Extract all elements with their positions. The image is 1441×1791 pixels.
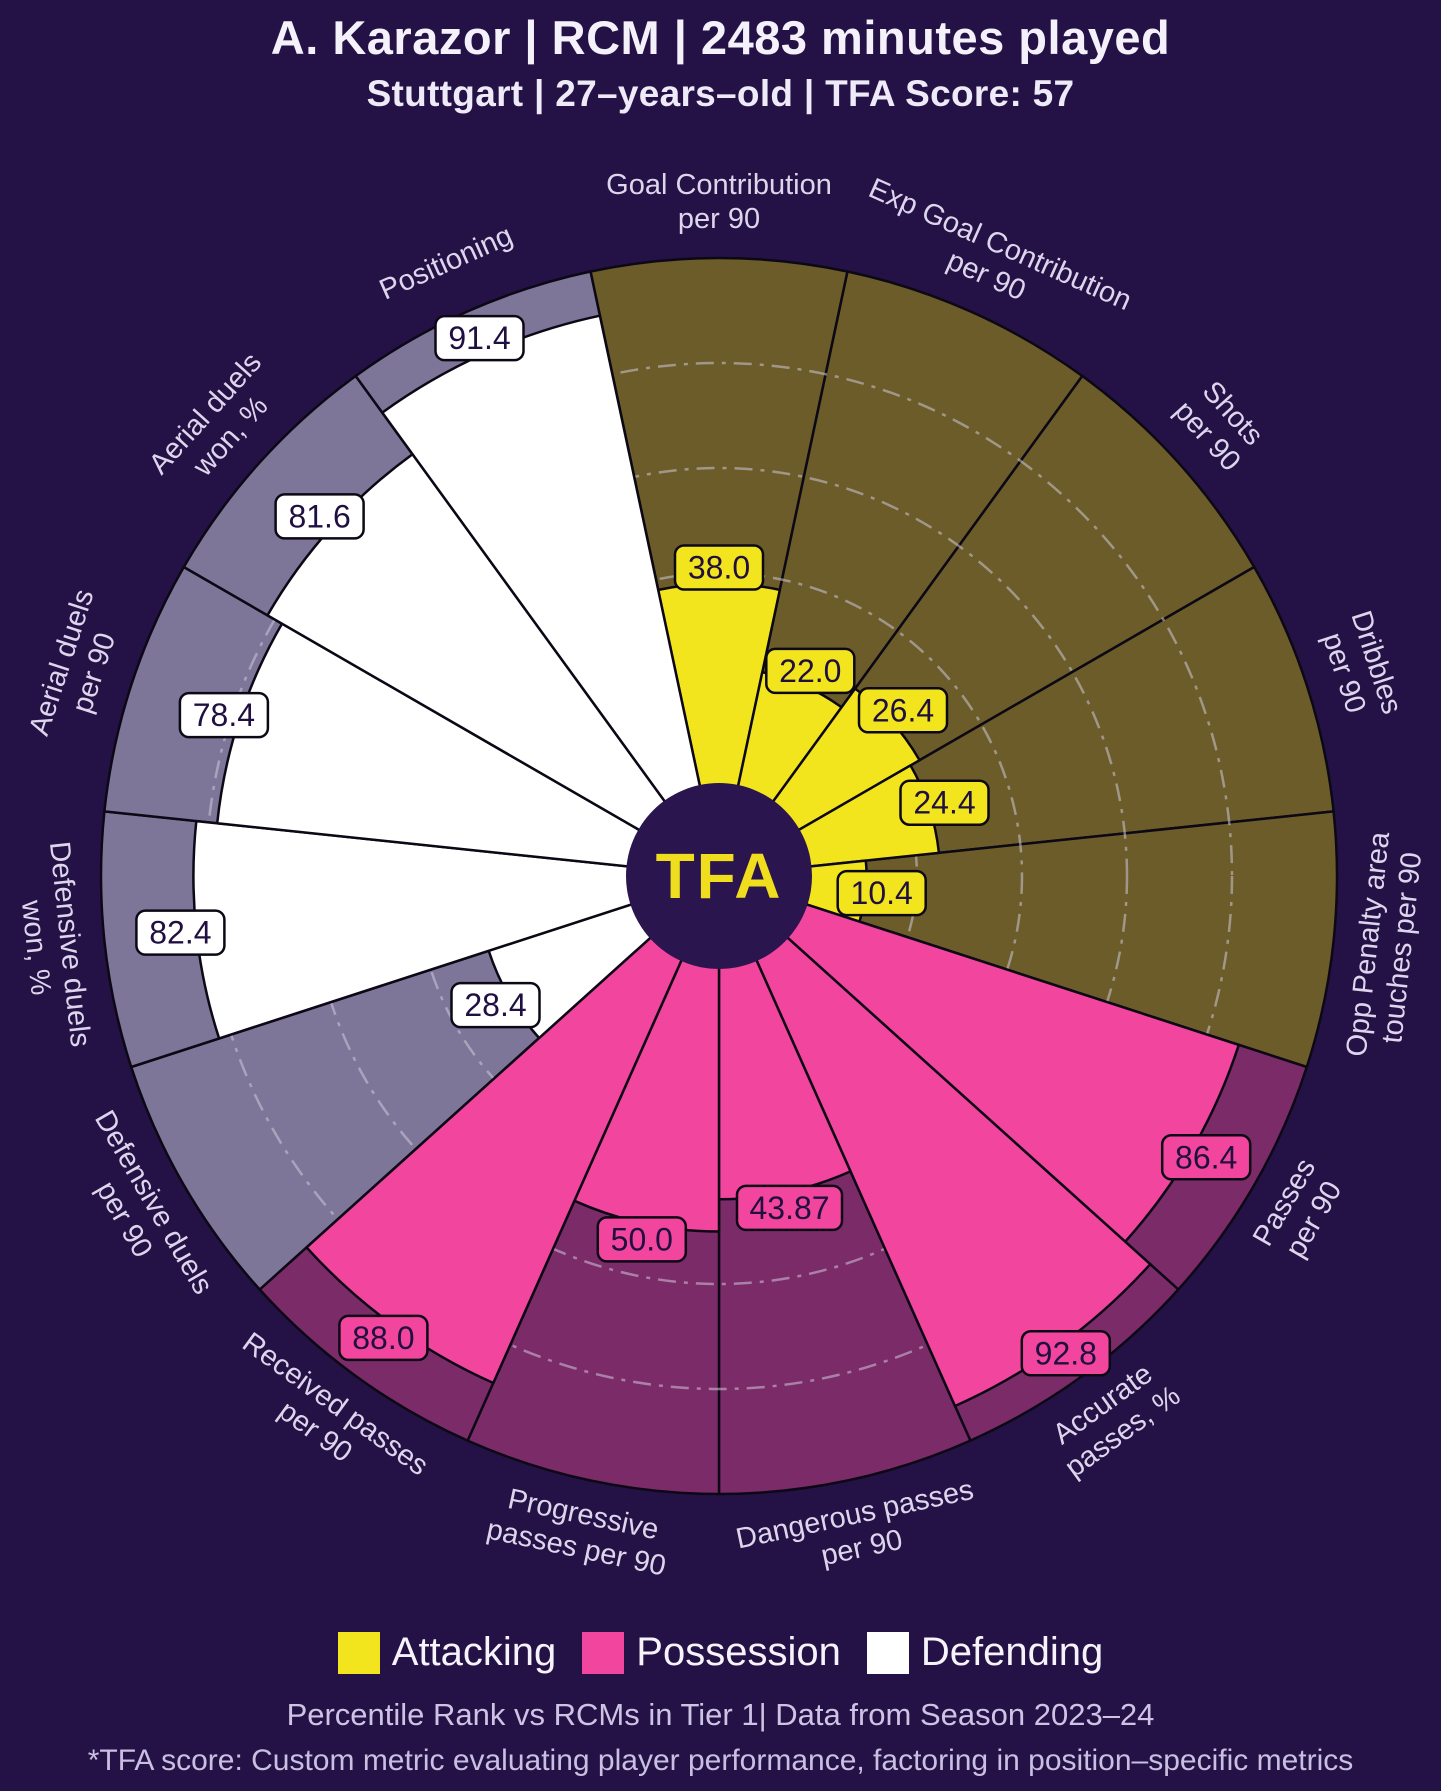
chart-caption: Percentile Rank vs RCMs in Tier 1| Data … (286, 1697, 1155, 1732)
value-badge-aerial-duels-per-90: 78.4 (178, 691, 270, 739)
axis-label-shots-per-90: Shotsper 90 (1168, 372, 1272, 477)
value-badge-text: 24.4 (913, 785, 975, 821)
value-badge-box (673, 544, 765, 591)
value-badge-box (836, 869, 927, 917)
value-badge-passes-per-90: 86.4 (1160, 1134, 1252, 1181)
value-badge-box (596, 1216, 688, 1263)
axis-label-text: Dribblesper 90 (1312, 607, 1408, 729)
possession-swatch-icon (582, 1631, 625, 1674)
axis-label-text: Positioning (375, 220, 518, 307)
page-subtitle: Stuttgart | 27–years–old | TFA Score: 57 (366, 73, 1075, 114)
center-circle (626, 783, 812, 969)
value-badge-exp-goal-contribution-per-90: 22.0 (765, 647, 856, 695)
value-badge-text: 10.4 (851, 875, 913, 911)
value-badge-defensive-duels-per-90: 28.4 (450, 981, 541, 1029)
value-badge-progressive-passes-per-90: 50.0 (596, 1216, 688, 1263)
value-badge-text: 43.87 (749, 1190, 829, 1226)
value-badge-defensive-duels-won: 82.4 (135, 909, 226, 956)
value-badge-text: 86.4 (1175, 1139, 1237, 1175)
value-badge-received-passes-per-90: 88.0 (338, 1314, 429, 1362)
value-badge-text: 78.4 (193, 697, 255, 733)
value-badge-box (1020, 1330, 1112, 1377)
tfa-score-note: *TFA score: Custom metric evaluating pla… (87, 1744, 1354, 1777)
value-badge-box (434, 314, 525, 362)
value-badge-opp-penalty-area-touches-per-90: 10.4 (836, 869, 927, 917)
value-badge-box (135, 909, 226, 956)
legend-item-attacking: Attacking (337, 1630, 557, 1675)
value-badge-positioning: 91.4 (434, 314, 525, 362)
value-badge-goal-contribution-per-90: 38.0 (673, 544, 765, 591)
legend-label-attacking: Attacking (391, 1630, 557, 1674)
value-badge-box (274, 493, 365, 540)
page-title: A. Karazor | RCM | 2483 minutes played (270, 11, 1171, 64)
value-badge-box (1160, 1134, 1252, 1181)
legend-label-defending: Defending (920, 1630, 1104, 1674)
value-badge-text: 91.4 (448, 320, 510, 356)
value-badge-text: 28.4 (464, 987, 526, 1023)
value-badge-box (178, 691, 270, 739)
legend-label-possession: Possession (636, 1630, 841, 1674)
value-badge-text: 81.6 (288, 498, 350, 534)
legend-item-defending: Defending (866, 1630, 1104, 1675)
value-badge-text: 50.0 (611, 1221, 673, 1257)
value-badge-box (735, 1184, 844, 1232)
legend-item-possession: Possession (582, 1630, 841, 1675)
value-badge-box (765, 647, 856, 695)
axis-label-text: Aerial duelsper 90 (23, 585, 133, 750)
axis-label-goal-contribution-per-90: Goal Contribution per 90 (606, 169, 832, 235)
axis-label-progressive-passes-per-90: Progressivepasses per 90 (484, 1480, 676, 1582)
value-badge-text: 88.0 (352, 1320, 414, 1356)
axis-label-text: Shotsper 90 (1168, 372, 1272, 477)
axis-label-text: Defensive duelswon, % (9, 840, 96, 1052)
value-badge-box (450, 981, 541, 1029)
value-badge-text: 38.0 (688, 550, 750, 586)
value-badge-text: 92.8 (1035, 1335, 1097, 1371)
axis-label-text: Opp Penalty areatouches per 90 (1341, 829, 1430, 1061)
value-badge-shots-per-90: 26.4 (857, 687, 949, 734)
defending-swatch-icon (866, 1631, 909, 1674)
axis-label-opp-penalty-area-touches-per-90: Opp Penalty areatouches per 90 (1341, 829, 1430, 1061)
value-badge-box (899, 779, 990, 826)
value-badge-dribbles-per-90: 24.4 (899, 779, 990, 826)
legend: Attacking Possession Defending (0, 1630, 1441, 1675)
tfa-logo: TFA (656, 840, 783, 912)
value-badge-text: 22.0 (779, 653, 841, 689)
value-badge-aerial-duels-won: 81.6 (274, 493, 365, 540)
value-badge-box (338, 1314, 429, 1362)
axis-label-text: Goal Contribution per 90 (606, 169, 832, 235)
header: A. Karazor | RCM | 2483 minutes played S… (0, 10, 1441, 115)
value-badge-dangerous-passes-per-90: 43.87 (735, 1184, 844, 1232)
value-badge-text: 82.4 (149, 915, 211, 951)
value-badge-accurate-passes: 92.8 (1020, 1330, 1112, 1377)
attacking-swatch-icon (337, 1631, 380, 1674)
axis-label-text: Progressivepasses per 90 (484, 1480, 676, 1582)
value-badge-box (857, 687, 949, 734)
axis-label-defensive-duels-won: Defensive duelswon, % (9, 840, 96, 1052)
axis-label-dribbles-per-90: Dribblesper 90 (1312, 607, 1408, 729)
axis-label-positioning: Positioning (375, 220, 518, 307)
value-badge-text: 26.4 (872, 692, 934, 728)
axis-label-aerial-duels-per-90: Aerial duelsper 90 (23, 585, 133, 750)
